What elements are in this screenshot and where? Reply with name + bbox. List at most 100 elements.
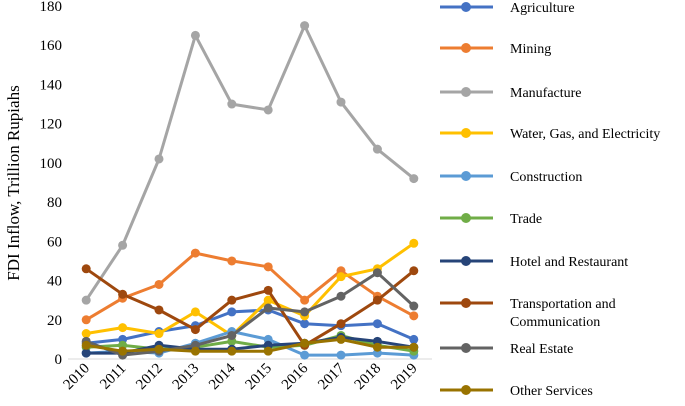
plot-area: 0 20 40 60 80 100 120 140 160 180 2010 2011 2012 2013… (40, 0, 432, 394)
data-point (227, 346, 237, 356)
data-point (118, 240, 128, 250)
series-line (85, 267, 415, 347)
legend-label: Construction (510, 170, 582, 185)
legend-item: Transportation and Communication (440, 297, 616, 330)
y-tick-label: 180 (40, 0, 63, 15)
data-point (300, 307, 310, 317)
data-point (409, 301, 419, 311)
y-tick-label: 0 (55, 352, 63, 368)
y-tick-label: 40 (47, 274, 62, 290)
y-tick-label: 140 (40, 77, 63, 93)
data-point (81, 315, 91, 325)
series-3 (81, 21, 419, 305)
data-point (372, 295, 382, 305)
x-tick-label: 2013 (170, 361, 203, 394)
y-axis-title: FDI Inflow, Trillion Rupiahs (4, 85, 23, 280)
data-point (154, 279, 164, 289)
legend-label: Other Services (510, 384, 593, 399)
data-point (300, 350, 310, 360)
data-point (336, 334, 346, 344)
x-tick-label: 2011 (97, 361, 129, 393)
series-4 (81, 238, 419, 340)
data-point (227, 307, 237, 317)
data-point (81, 295, 91, 305)
legend-label: Manufacture (510, 86, 582, 101)
legend-label: Mining (510, 42, 551, 57)
data-point (81, 329, 91, 339)
legend-item: Real Estate (440, 342, 573, 357)
legend-item: Mining (440, 42, 551, 57)
legend-marker (461, 343, 471, 353)
data-point (227, 330, 237, 340)
data-point (190, 30, 200, 40)
series-9 (81, 268, 419, 360)
data-point (154, 329, 164, 339)
data-point (263, 262, 273, 272)
data-point (154, 154, 164, 164)
data-point (336, 350, 346, 360)
data-point (81, 264, 91, 274)
legend-marker (461, 171, 471, 181)
data-point (409, 174, 419, 184)
data-point (118, 289, 128, 299)
legend-marker (461, 128, 471, 138)
legend-item: Trade (440, 212, 542, 227)
data-point (336, 291, 346, 301)
legend-item: Agriculture (440, 1, 575, 16)
data-point (372, 342, 382, 352)
data-point (190, 248, 200, 258)
legend-marker (461, 87, 471, 97)
data-point (227, 256, 237, 266)
x-tick-label: 2019 (388, 361, 421, 394)
data-point (372, 268, 382, 278)
legend-marker (461, 298, 471, 308)
legend-item: Hotel and Restaurant (440, 255, 628, 270)
data-point (372, 144, 382, 154)
legend-marker (461, 256, 471, 266)
x-tick-label: 2014 (206, 360, 239, 393)
x-tick-label: 2016 (279, 360, 312, 393)
data-point (263, 295, 273, 305)
legend-label: Agriculture (510, 1, 575, 16)
data-point (263, 303, 273, 313)
y-tick-label: 160 (40, 38, 63, 54)
data-point (190, 307, 200, 317)
data-point (154, 344, 164, 354)
x-tick-label: 2017 (315, 360, 348, 393)
y-tick-label: 100 (40, 156, 63, 172)
legend-marker (461, 2, 471, 12)
legend-item: Manufacture (440, 86, 582, 101)
data-point (118, 346, 128, 356)
data-point (227, 295, 237, 305)
x-tick-label: 2010 (61, 361, 94, 394)
series-2 (81, 248, 419, 325)
data-point (409, 334, 419, 344)
data-point (409, 342, 419, 352)
data-point (154, 305, 164, 315)
y-tick-label: 120 (40, 117, 63, 133)
data-point (409, 311, 419, 321)
data-point (118, 323, 128, 333)
x-tick-label: 2012 (133, 361, 166, 394)
legend-item: Water, Gas, and Electricity (440, 127, 660, 142)
legend: Agriculture Mining Manufacture Water, Gas, … (440, 1, 660, 399)
legend-label: Transportation and Communication (510, 297, 616, 330)
data-point (227, 99, 237, 109)
data-point (300, 319, 310, 329)
data-point (190, 325, 200, 335)
y-tick-label: 80 (47, 195, 62, 211)
data-point (300, 295, 310, 305)
data-point (300, 338, 310, 348)
series-10 (81, 334, 419, 356)
legend-marker (461, 43, 471, 53)
data-point (409, 266, 419, 276)
series-line (86, 308, 415, 345)
data-point (81, 340, 91, 350)
data-point (190, 346, 200, 356)
data-point (372, 319, 382, 329)
series-line (84, 24, 415, 302)
legend-item: Other Services (440, 384, 593, 399)
y-tick-label: 20 (47, 313, 62, 329)
data-point (336, 319, 346, 329)
